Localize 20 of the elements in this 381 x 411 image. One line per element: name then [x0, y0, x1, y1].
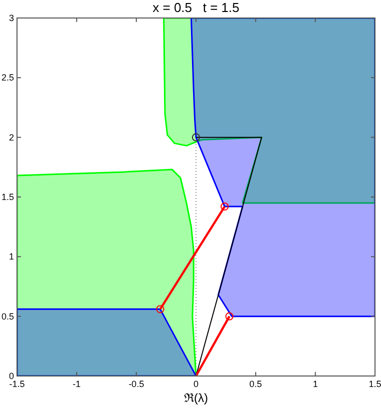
- y-tick-label: 3: [8, 13, 14, 23]
- chart-title: x = 0.5 t = 1.5: [152, 0, 240, 15]
- point: [156, 305, 164, 314]
- point: [220, 202, 229, 211]
- y-tick-label: 1.5: [1, 192, 14, 202]
- x-tick-label: -1.5: [9, 379, 25, 389]
- y-tick-label: 1: [8, 252, 14, 262]
- y-tick-label: 0: [8, 371, 14, 381]
- x-axis-title: ℜ(λ): [184, 391, 208, 405]
- x-tick-label: -1: [72, 379, 81, 389]
- x-tick-label: 1: [312, 379, 318, 389]
- y-tick-label: 2: [8, 132, 14, 142]
- x-tick-label: 1.5: [368, 379, 381, 389]
- x-tick-label: 0: [193, 379, 199, 389]
- point: [225, 312, 234, 320]
- x-tick-label: -0.5: [128, 379, 144, 389]
- point: [192, 133, 200, 142]
- x-tick-label: 0.5: [249, 379, 262, 389]
- y-tick-label: 2.5: [1, 72, 14, 83]
- y-tick-label: 0.5: [1, 311, 14, 322]
